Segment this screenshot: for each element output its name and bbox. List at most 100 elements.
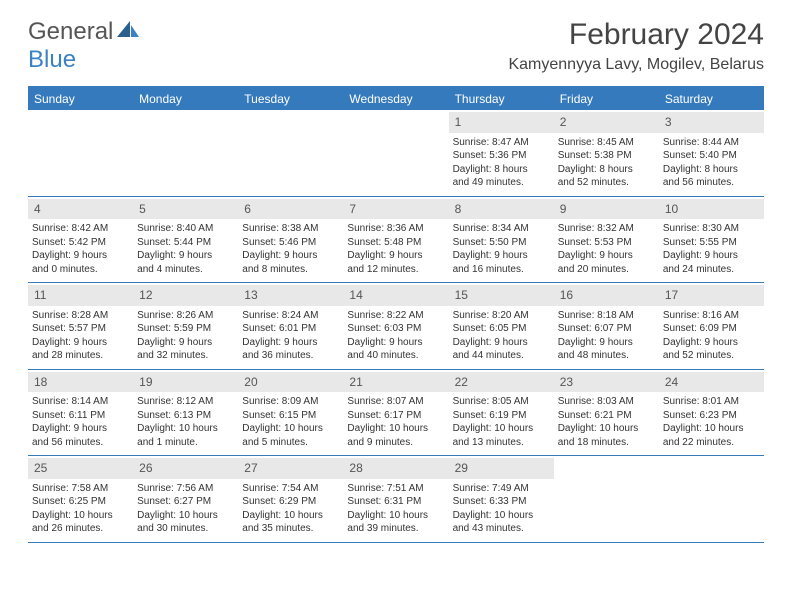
calendar-day-cell: 8Sunrise: 8:34 AMSunset: 5:50 PMDaylight… <box>449 197 554 283</box>
day-number: 5 <box>139 202 146 216</box>
daylight-text-1: Daylight: 10 hours <box>137 509 234 523</box>
daylight-text-1: Daylight: 9 hours <box>32 249 129 263</box>
calendar-day-cell <box>28 110 133 196</box>
calendar-day-cell <box>554 456 659 542</box>
day-number-bar: 24 <box>659 372 764 393</box>
daylight-text-1: Daylight: 9 hours <box>453 249 550 263</box>
sunset-text: Sunset: 6:27 PM <box>137 495 234 509</box>
day-number-bar: 9 <box>554 199 659 220</box>
daylight-text-2: and 28 minutes. <box>32 349 129 363</box>
day-number: 24 <box>665 375 678 389</box>
day-number-bar: 6 <box>238 199 343 220</box>
day-number-bar: 23 <box>554 372 659 393</box>
calendar-day-cell <box>238 110 343 196</box>
day-number-bar: 3 <box>659 112 764 133</box>
day-number-bar: 27 <box>238 458 343 479</box>
daylight-text-2: and 16 minutes. <box>453 263 550 277</box>
brand-text: General Blue <box>28 18 139 74</box>
calendar-day-cell: 22Sunrise: 8:05 AMSunset: 6:19 PMDayligh… <box>449 370 554 456</box>
dow-header: Sunday <box>28 88 133 110</box>
day-number-bar: 4 <box>28 199 133 220</box>
title-block: February 2024 Kamyennyya Lavy, Mogilev, … <box>508 18 764 74</box>
daylight-text-1: Daylight: 10 hours <box>663 422 760 436</box>
dow-header: Saturday <box>659 88 764 110</box>
sunrise-text: Sunrise: 8:12 AM <box>137 395 234 409</box>
daylight-text-1: Daylight: 10 hours <box>242 422 339 436</box>
location-subtitle: Kamyennyya Lavy, Mogilev, Belarus <box>508 56 764 74</box>
day-number-bar: 10 <box>659 199 764 220</box>
header: General Blue February 2024 Kamyennyya La… <box>28 18 764 74</box>
sunset-text: Sunset: 6:13 PM <box>137 409 234 423</box>
day-number-bar: 25 <box>28 458 133 479</box>
day-number-bar: 11 <box>28 285 133 306</box>
daylight-text-2: and 30 minutes. <box>137 522 234 536</box>
sunset-text: Sunset: 5:38 PM <box>558 149 655 163</box>
day-number-bar: 7 <box>343 199 448 220</box>
day-number-bar: 15 <box>449 285 554 306</box>
calendar-day-cell: 16Sunrise: 8:18 AMSunset: 6:07 PMDayligh… <box>554 283 659 369</box>
day-number: 9 <box>560 202 567 216</box>
daylight-text-1: Daylight: 8 hours <box>663 163 760 177</box>
calendar-day-cell: 24Sunrise: 8:01 AMSunset: 6:23 PMDayligh… <box>659 370 764 456</box>
daylight-text-1: Daylight: 8 hours <box>453 163 550 177</box>
dow-header: Monday <box>133 88 238 110</box>
dow-header: Wednesday <box>343 88 448 110</box>
sunset-text: Sunset: 6:19 PM <box>453 409 550 423</box>
daylight-text-1: Daylight: 9 hours <box>347 249 444 263</box>
calendar-week-row: 11Sunrise: 8:28 AMSunset: 5:57 PMDayligh… <box>28 283 764 370</box>
sunset-text: Sunset: 6:09 PM <box>663 322 760 336</box>
dow-header: Tuesday <box>238 88 343 110</box>
sunrise-text: Sunrise: 8:07 AM <box>347 395 444 409</box>
brand-part2: Blue <box>28 46 76 73</box>
day-number: 20 <box>244 375 257 389</box>
day-number-bar: 18 <box>28 372 133 393</box>
sunrise-text: Sunrise: 8:32 AM <box>558 222 655 236</box>
day-number: 10 <box>665 202 678 216</box>
day-number-bar: 16 <box>554 285 659 306</box>
sunset-text: Sunset: 6:11 PM <box>32 409 129 423</box>
day-number-bar: 17 <box>659 285 764 306</box>
sunrise-text: Sunrise: 7:58 AM <box>32 482 129 496</box>
daylight-text-1: Daylight: 9 hours <box>137 249 234 263</box>
daylight-text-1: Daylight: 10 hours <box>453 422 550 436</box>
daylight-text-2: and 52 minutes. <box>558 176 655 190</box>
sunrise-text: Sunrise: 8:34 AM <box>453 222 550 236</box>
sunrise-text: Sunrise: 8:44 AM <box>663 136 760 150</box>
sunrise-text: Sunrise: 8:36 AM <box>347 222 444 236</box>
calendar-grid: SundayMondayTuesdayWednesdayThursdayFrid… <box>28 86 764 543</box>
calendar-day-cell: 3 Sunrise: 8:44 AMSunset: 5:40 PMDaylight… <box>659 110 764 196</box>
day-number: 8 <box>455 202 462 216</box>
calendar-day-cell: 25Sunrise: 7:58 AMSunset: 6:25 PMDayligh… <box>28 456 133 542</box>
month-title: February 2024 <box>508 18 764 52</box>
daylight-text-2: and 49 minutes. <box>453 176 550 190</box>
sunset-text: Sunset: 6:23 PM <box>663 409 760 423</box>
daylight-text-2: and 56 minutes. <box>32 436 129 450</box>
sunset-text: Sunset: 6:05 PM <box>453 322 550 336</box>
sunrise-text: Sunrise: 8:16 AM <box>663 309 760 323</box>
calendar-day-cell: 11Sunrise: 8:28 AMSunset: 5:57 PMDayligh… <box>28 283 133 369</box>
daylight-text-2: and 5 minutes. <box>242 436 339 450</box>
daylight-text-2: and 1 minute. <box>137 436 234 450</box>
day-number: 7 <box>349 202 356 216</box>
daylight-text-2: and 56 minutes. <box>663 176 760 190</box>
calendar-day-cell: 15Sunrise: 8:20 AMSunset: 6:05 PMDayligh… <box>449 283 554 369</box>
sunrise-text: Sunrise: 8:38 AM <box>242 222 339 236</box>
daylight-text-2: and 13 minutes. <box>453 436 550 450</box>
daylight-text-2: and 0 minutes. <box>32 263 129 277</box>
sunset-text: Sunset: 6:15 PM <box>242 409 339 423</box>
dow-header: Thursday <box>449 88 554 110</box>
calendar-day-cell: 2Sunrise: 8:45 AMSunset: 5:38 PMDaylight… <box>554 110 659 196</box>
daylight-text-2: and 20 minutes. <box>558 263 655 277</box>
calendar-day-cell: 21Sunrise: 8:07 AMSunset: 6:17 PMDayligh… <box>343 370 448 456</box>
calendar-day-cell: 12Sunrise: 8:26 AMSunset: 5:59 PMDayligh… <box>133 283 238 369</box>
daylight-text-2: and 4 minutes. <box>137 263 234 277</box>
sunset-text: Sunset: 5:48 PM <box>347 236 444 250</box>
sunset-text: Sunset: 5:40 PM <box>663 149 760 163</box>
calendar-week-row: 1Sunrise: 8:47 AMSunset: 5:36 PMDaylight… <box>28 110 764 197</box>
sunrise-text: Sunrise: 7:54 AM <box>242 482 339 496</box>
calendar-day-cell: 18Sunrise: 8:14 AMSunset: 6:11 PMDayligh… <box>28 370 133 456</box>
brand-logo: General Blue <box>28 18 139 74</box>
day-number-bar: 12 <box>133 285 238 306</box>
day-number: 1 <box>455 115 462 129</box>
calendar-day-cell: 1Sunrise: 8:47 AMSunset: 5:36 PMDaylight… <box>449 110 554 196</box>
